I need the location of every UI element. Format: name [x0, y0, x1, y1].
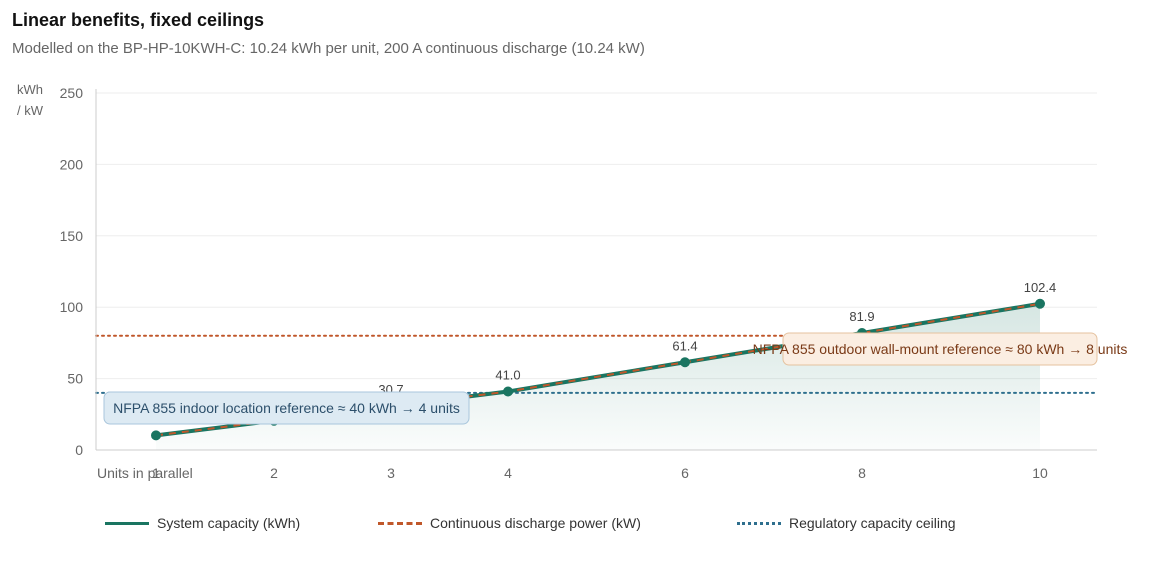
chart-subtitle: Modelled on the BP-HP-10KWH-C: 10.24 kWh… — [12, 40, 645, 57]
x-tick-label: 10 — [1032, 465, 1048, 481]
y-tick-label: 50 — [67, 371, 83, 387]
legend-swatch-capacity — [105, 521, 149, 525]
legend-label-power: Continuous discharge power (kW) — [430, 515, 641, 531]
x-axis-label: Units in parallel — [97, 465, 193, 481]
point-label: 61.4 — [672, 338, 697, 353]
y-tick-label: 150 — [60, 228, 84, 244]
y-axis-label-line1: kWh — [17, 82, 43, 97]
data-point — [1035, 298, 1045, 309]
annotation-indoor-box — [103, 391, 470, 425]
x-tick-label: 8 — [858, 465, 866, 481]
x-tick-label: 2 — [270, 465, 278, 481]
y-axis-label-line2: / kW — [17, 103, 44, 118]
annotation-outdoor: NFPA 855 outdoor wall-mount reference ≈ … — [753, 332, 1128, 366]
legend-item-capacity: System capacity (kWh) — [105, 515, 300, 531]
y-tick-label: 200 — [60, 156, 84, 172]
annotation-outdoor-box — [782, 332, 1098, 366]
legend-label-regulatory: Regulatory capacity ceiling — [789, 515, 956, 531]
legend-item-regulatory: Regulatory capacity ceiling — [737, 515, 956, 531]
chart-title: Linear benefits, fixed ceilings — [12, 10, 265, 30]
x-tick-label: 3 — [387, 465, 395, 481]
x-tick-label: 4 — [504, 465, 512, 481]
annotation-indoor-text: NFPA 855 indoor location reference ≈ 40 … — [113, 400, 460, 416]
point-label: 81.9 — [849, 309, 874, 324]
chart-legend: System capacity (kWh) Continuous dischar… — [105, 515, 1105, 537]
point-label: 102.4 — [1024, 280, 1057, 295]
annotation-indoor: NFPA 855 indoor location reference ≈ 40 … — [103, 391, 470, 425]
point-label: 41.0 — [495, 368, 520, 383]
y-tick-label: 0 — [75, 442, 83, 458]
x-tick-label: 6 — [681, 465, 689, 481]
legend-swatch-regulatory — [737, 521, 781, 525]
data-point — [151, 430, 161, 441]
legend-item-power: Continuous discharge power (kW) — [378, 515, 641, 531]
annotation-outdoor-text: NFPA 855 outdoor wall-mount reference ≈ … — [753, 341, 1128, 357]
data-point — [503, 386, 513, 397]
y-tick-label: 100 — [60, 299, 84, 315]
x-tick-label: 1 — [152, 465, 160, 481]
data-point — [680, 357, 690, 368]
y-tick-label: 250 — [60, 85, 84, 101]
legend-label-capacity: System capacity (kWh) — [157, 515, 301, 531]
legend-swatch-power — [378, 521, 422, 525]
